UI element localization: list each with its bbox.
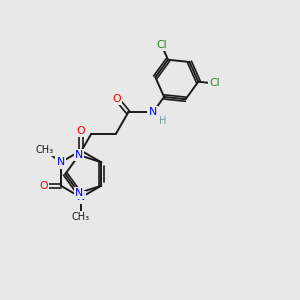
Text: N: N <box>149 107 157 118</box>
Text: CH₃: CH₃ <box>72 212 90 222</box>
Text: Cl: Cl <box>209 79 220 88</box>
Text: N: N <box>77 192 85 203</box>
Text: O: O <box>39 181 48 191</box>
Text: N: N <box>75 188 83 198</box>
Text: H: H <box>159 116 166 126</box>
Text: N: N <box>57 157 65 167</box>
Text: Cl: Cl <box>156 40 166 50</box>
Text: O: O <box>77 126 85 136</box>
Text: CH₃: CH₃ <box>35 145 53 155</box>
Text: N: N <box>75 150 83 160</box>
Text: O: O <box>112 94 121 104</box>
